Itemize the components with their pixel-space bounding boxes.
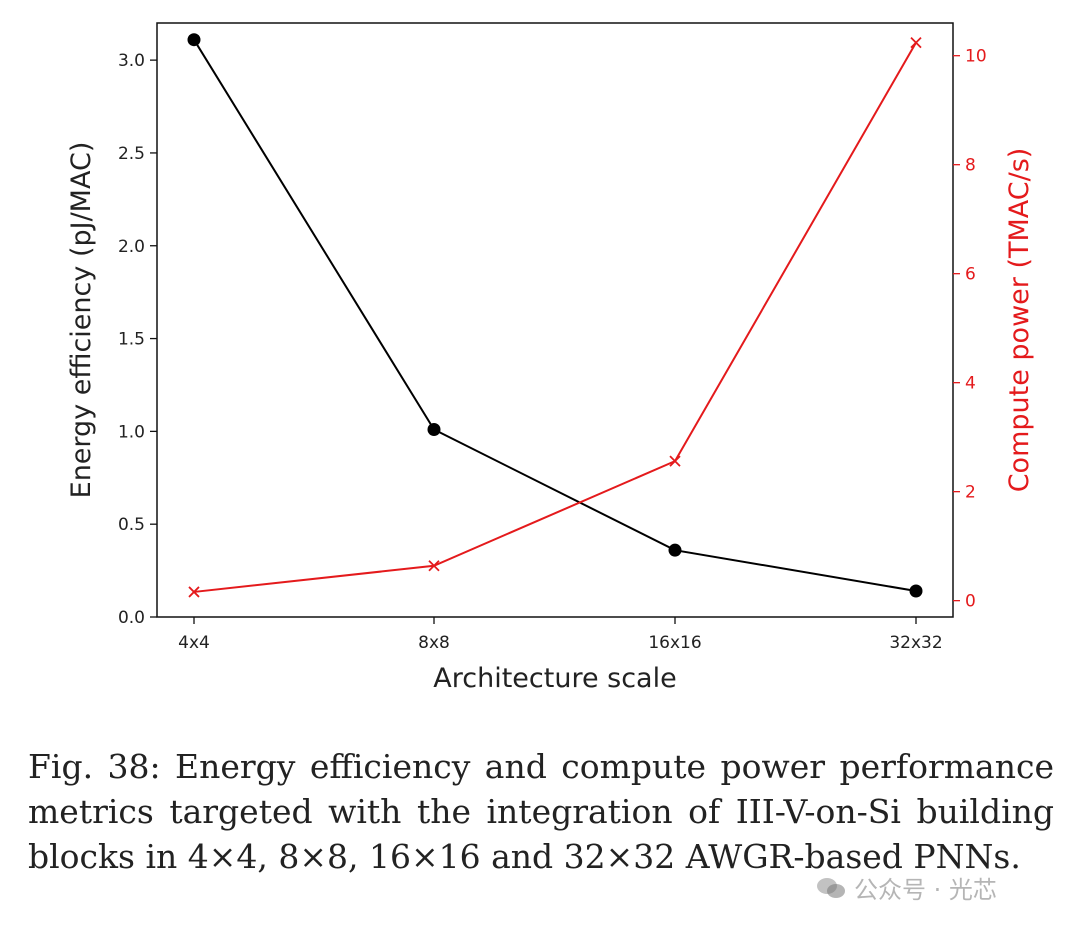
x-tick-label: 4x4 (178, 633, 210, 653)
wechat-icon (817, 877, 845, 898)
x-tick-label: 32x32 (889, 633, 942, 653)
watermark-text: 公众号 · 光芯 (854, 876, 997, 904)
left-axis-ticks: 0.0 0.5 1.0 1.5 2.0 2.5 3.0 (118, 51, 157, 628)
y-right-tick-label: 2 (965, 483, 976, 503)
y-axis-right-label: Compute power (TMAC/s) (1004, 148, 1035, 493)
energy-efficiency-point (668, 543, 682, 557)
x-tick-label: 8x8 (418, 633, 450, 653)
x-marker-stroke (910, 36, 922, 49)
x-marker-stroke (188, 586, 200, 598)
y-left-tick-label: 2.5 (118, 144, 145, 164)
x-axis-label: Architecture scale (433, 663, 676, 694)
dual-axis-line-chart: 0.0 0.5 1.0 1.5 2.0 2.5 3.0 0 2 4 6 8 10 4x4 8x8 16x1… (66, 22, 1035, 694)
compute-power-point (669, 455, 681, 467)
y-left-tick-label: 3.0 (118, 51, 145, 71)
x-marker-stroke (428, 560, 440, 572)
y-axis-left-label: Energy efficiency (pJ/MAC) (66, 142, 97, 499)
y-left-tick-label: 1.0 (118, 422, 145, 442)
x-axis-ticks: 4x4 8x8 16x16 32x32 (178, 617, 943, 653)
y-left-tick-label: 1.5 (118, 330, 145, 350)
watermark: 公众号 · 光芯 (816, 870, 997, 905)
compute-power-point (188, 586, 200, 598)
energy-efficiency-point (187, 33, 201, 47)
series-layer (187, 33, 923, 598)
plot-frame (156, 22, 954, 618)
x-tick-label: 16x16 (648, 633, 701, 653)
y-right-tick-label: 6 (965, 265, 976, 285)
right-axis-ticks: 0 2 4 6 8 10 (953, 47, 987, 612)
y-right-tick-label: 10 (965, 47, 987, 67)
x-marker-stroke (669, 455, 681, 467)
energy-efficiency-point (909, 584, 923, 598)
energy-efficiency-line (193, 39, 917, 592)
figure-caption: Fig. 38: Energy efficiency and compute p… (28, 747, 1054, 876)
compute-power-line (193, 42, 917, 593)
y-left-tick-label: 0.5 (118, 515, 145, 535)
y-right-tick-label: 4 (965, 374, 976, 394)
y-right-tick-label: 0 (965, 592, 976, 612)
y-left-tick-label: 2.0 (118, 237, 145, 257)
y-left-tick-label: 0.0 (118, 608, 145, 628)
y-right-tick-label: 8 (965, 156, 976, 176)
compute-power-point (910, 36, 922, 49)
compute-power-point (428, 560, 440, 572)
energy-efficiency-point (427, 423, 441, 437)
